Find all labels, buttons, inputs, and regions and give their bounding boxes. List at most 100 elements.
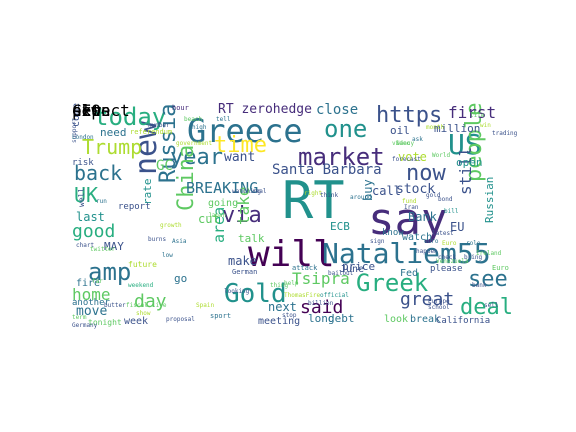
cloud-word: euro [424,238,439,245]
cloud-word: Bank [408,210,437,224]
cloud-word: market [298,143,385,171]
cloud-word: break [410,314,441,325]
cloud-word: report [118,202,151,212]
cloud-word: happen [416,248,438,255]
cloud-word: forecast [392,156,421,163]
cloud-word: day [134,291,167,312]
cloud-word: ask [412,136,423,143]
cloud-word: say [368,194,448,245]
cloud-word: price [342,260,376,273]
cloud-word: bill [444,208,459,215]
cloud-word: said [300,297,344,318]
cloud-word: growth [160,222,182,229]
cloud-word: Germany [72,322,98,329]
cloud-word: RT zerohedge [218,103,312,117]
cloud-word: RT [282,171,345,231]
cloud-word: bond [438,196,453,203]
cloud-word: know [382,228,404,238]
cloud-word: German [232,268,258,276]
cloud-word: fund [402,198,417,205]
cloud-word: Greece [187,112,303,150]
cloud-word: watch [402,232,433,243]
cloud-word: thing [270,282,289,289]
cloud-word: referendum [130,128,173,136]
cloud-word: fire [76,278,101,289]
cloud-word: UK [74,183,99,207]
cloud-word: risk [72,158,94,168]
cloud-word: close [316,103,359,118]
cloud-word: stop [282,312,297,319]
cloud-word: stock [396,182,436,197]
cloud-word: via [222,203,262,228]
cloud-word: Greek [356,269,429,297]
cloud-word: beach [184,116,203,123]
cloud-word: need [100,126,127,139]
cloud-word: good [72,221,116,242]
cloud-word: billion [308,300,334,307]
cloud-word: number [148,122,170,129]
cloud-word: MAY [104,240,124,253]
cloud-word: future [128,260,157,269]
cloud-word: Trump [82,135,143,159]
cloud-word: set [72,103,101,120]
cloud-word: official [320,292,349,299]
cloud-word: Ireland [476,250,502,257]
cloud-word: going [208,198,239,209]
cloud-word: video [392,140,411,147]
cloud-word: check [438,254,457,261]
cloud-word: Fed [400,268,419,279]
cloud-word: go [174,272,188,285]
cloud-word: Tsipra [292,269,350,288]
cloud-word: million [434,122,481,135]
cloud-word: Europe [428,298,450,305]
cloud-word: gold [426,192,441,199]
cloud-word: butter [104,302,126,309]
cloud-word: deal [460,295,513,320]
cloud-word: twitter [90,246,116,253]
cloud-word: year [170,145,223,170]
cloud-word: month [426,124,445,131]
cloud-word: sign [370,238,385,245]
cloud-word: home [72,285,111,304]
cloud-word: oil [390,124,410,137]
cloud-word: bank [472,282,487,289]
cloud-word: bailout [328,270,354,277]
cloud-word: Nancy [396,140,415,147]
cloud-word: another [72,298,110,308]
cloud-word: Venezuela [436,258,469,265]
cloud-word: Santa Barbara [272,162,382,178]
cloud-word: school [428,304,450,311]
cloud-word: right [304,190,323,197]
cloud-word: one [324,115,368,143]
cloud-word: vote [398,150,427,164]
cloud-word: move [76,304,108,319]
cloud-word: please [430,264,463,274]
cloud-word: expect [72,103,130,120]
cloud-word: back [74,161,123,185]
cloud-word: CEO [72,103,101,120]
cloud-word: high [192,124,207,131]
cloud-word: https [376,103,443,128]
cloud-word: win [480,122,491,129]
cloud-word: cut [198,212,220,226]
cloud-word: first [448,103,497,122]
cloud-word: want [224,150,256,165]
cloud-word: tell [216,116,231,123]
cloud-word: sell [484,302,499,309]
cloud-word: talk [238,232,265,245]
cloud-word: low [162,252,173,259]
cloud-word: ECB [330,220,350,233]
cloud-word: World [432,152,451,159]
cloud-word: Russian [483,176,496,223]
cloud-word: tonight [88,318,122,327]
cloud-word: see [468,267,508,292]
cloud-word: EU [450,220,465,234]
cloud-word: well [77,187,86,207]
cloud-word: Spain [196,302,215,309]
cloud-word: amp [88,258,132,286]
cloud-word: help [284,280,299,287]
cloud-word: Iran [404,204,419,211]
cloud-word: term [72,314,87,321]
cloud-word: still [456,146,475,195]
cloud-word: show [136,310,151,317]
